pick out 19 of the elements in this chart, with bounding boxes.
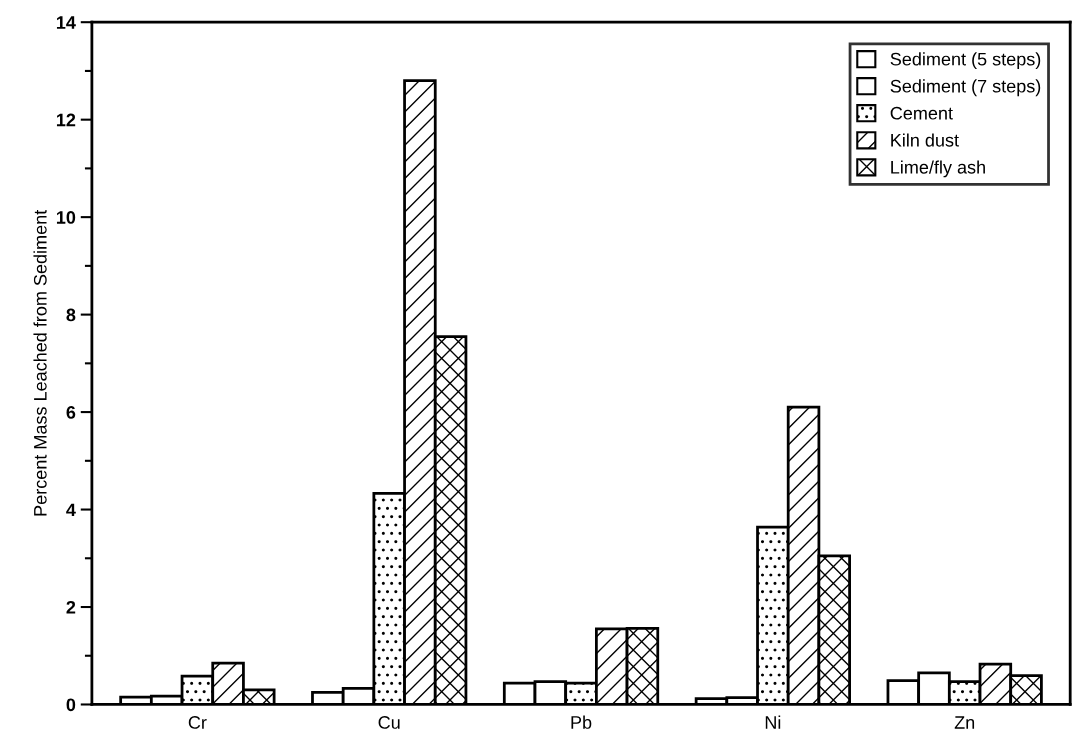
legend-label: Kiln dust [891, 133, 959, 147]
legend-label: Sediment (5 steps) [890, 52, 1041, 70]
y-tick-label: 6 [66, 406, 76, 419]
y-tick-label: 14 [56, 16, 76, 29]
y-tick-label: 0 [66, 698, 76, 712]
y-tick-label: 8 [66, 308, 76, 322]
y-tick-label: 2 [66, 600, 76, 614]
x-tick-label: Cr [188, 716, 207, 729]
legend-label: Sediment (7 steps) [890, 79, 1041, 97]
x-tick-label: Pb [571, 715, 592, 729]
y-axis-title: Percent Mass Leached from Sediment [33, 209, 47, 516]
legend-label: Lime/fly ash [891, 160, 985, 178]
y-tick-label: 10 [56, 211, 76, 224]
x-tick-label: Zn [954, 716, 975, 729]
y-tick-label: 12 [56, 113, 76, 127]
x-tick-label: Cu [378, 716, 400, 729]
y-tick-label: 4 [66, 503, 76, 517]
legend-label: Cement [890, 106, 953, 120]
x-tick-label: Ni [765, 715, 781, 729]
